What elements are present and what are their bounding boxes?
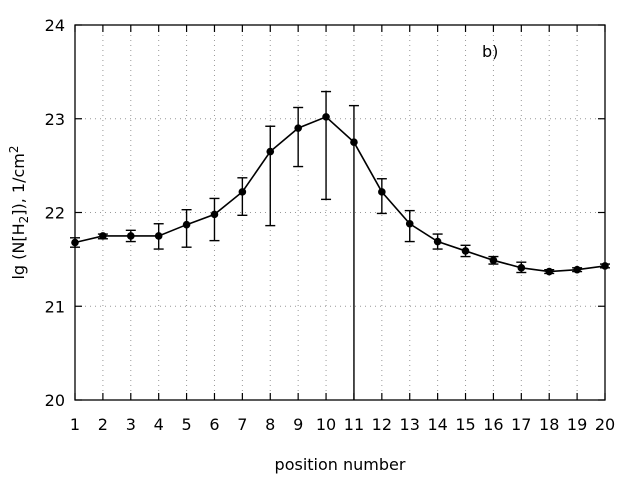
x-tick-label: 8 <box>265 415 275 434</box>
x-tick-label: 19 <box>567 415 587 434</box>
x-tick-label: 13 <box>400 415 420 434</box>
data-point <box>378 188 386 196</box>
data-point <box>433 237 442 246</box>
x-tick-label: 14 <box>427 415 447 434</box>
x-tick-label: 6 <box>209 415 219 434</box>
panel-annotation: b) <box>482 42 498 61</box>
x-tick-label: 9 <box>293 415 303 434</box>
data-point <box>294 124 302 132</box>
x-tick-label: 5 <box>181 415 191 434</box>
x-axis-title: position number <box>275 455 406 474</box>
x-tick-label: 1 <box>70 415 80 434</box>
y-axis-title-middle: ]), 1/cm <box>9 153 28 216</box>
x-tick-label: 12 <box>372 415 392 434</box>
x-tick-label: 11 <box>344 415 364 434</box>
data-point <box>71 238 79 247</box>
y-axis-title-prefix: lg (N[H <box>9 223 28 279</box>
data-point <box>99 232 107 240</box>
x-tick-label: 16 <box>483 415 503 434</box>
data-point <box>545 267 554 276</box>
y-tick-label: 22 <box>45 204 65 223</box>
error-bars <box>70 90 610 400</box>
x-tick-label: 17 <box>511 415 531 434</box>
y-tick-label: 23 <box>45 110 65 129</box>
data-point <box>154 232 163 240</box>
data-point <box>238 188 247 196</box>
y-tick-labels: 20 21 22 23 24 <box>45 16 65 410</box>
data-point <box>126 232 135 240</box>
data-point <box>350 138 358 146</box>
data-point <box>182 220 191 229</box>
x-tick-label: 3 <box>126 415 136 434</box>
data-point <box>461 247 470 255</box>
x-tick-label: 4 <box>154 415 164 434</box>
x-tick-labels: 1 2 3 4 5 6 7 8 9 10 11 12 13 14 15 16 17 18 19 20 <box>70 415 615 434</box>
data-point <box>322 113 330 121</box>
y-tick-label: 21 <box>45 297 65 316</box>
data-point <box>517 264 526 272</box>
y-axis-title-superscript: 2 <box>7 145 21 153</box>
x-tick-label: 10 <box>316 415 336 434</box>
grid <box>75 25 605 400</box>
y-axis-title: lg (N[H2]), 1/cm2 <box>7 145 31 279</box>
data-point <box>601 262 609 270</box>
x-tick-label: 7 <box>237 415 247 434</box>
data-point <box>489 256 498 265</box>
data-point <box>405 219 414 228</box>
data-point <box>573 265 581 274</box>
x-tick-label: 20 <box>595 415 615 434</box>
data-points <box>71 113 609 276</box>
data-point <box>266 147 275 156</box>
x-tick-label: 18 <box>539 415 559 434</box>
y-axis-title-subscript: 2 <box>17 216 31 224</box>
y-tick-label: 24 <box>45 16 65 35</box>
x-tick-label: 15 <box>455 415 475 434</box>
x-tick-label: 2 <box>98 415 108 434</box>
data-point <box>210 210 219 219</box>
series-line <box>74 115 606 273</box>
y-tick-label: 20 <box>45 391 65 410</box>
